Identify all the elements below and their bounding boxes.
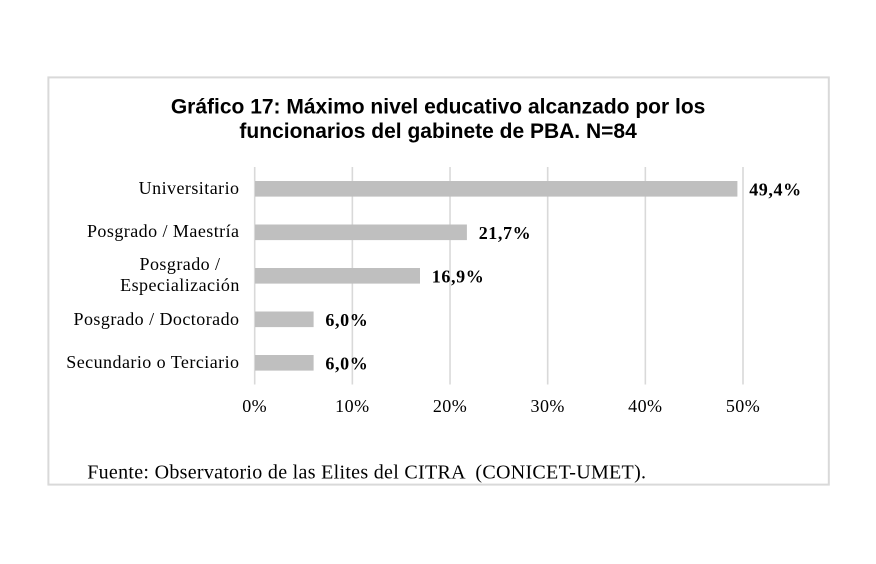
svg-text:Posgrado / Doctorado: Posgrado / Doctorado	[74, 309, 240, 329]
svg-text:Secundario o Terciario: Secundario o Terciario	[66, 352, 239, 372]
svg-text:6,0%: 6,0%	[325, 353, 368, 373]
svg-text:50%: 50%	[726, 396, 760, 416]
svg-text:Especialización: Especialización	[120, 275, 240, 295]
svg-text:10%: 10%	[335, 396, 369, 416]
svg-text:0%: 0%	[242, 396, 267, 416]
svg-text:Fuente: Observatorio de las El: Fuente: Observatorio de las Elites del C…	[87, 462, 646, 484]
svg-text:Posgrado /: Posgrado /	[140, 254, 221, 274]
svg-text:49,4%: 49,4%	[749, 179, 802, 199]
svg-text:30%: 30%	[531, 396, 565, 416]
svg-text:40%: 40%	[628, 396, 662, 416]
svg-text:funcionarios del gabinete de P: funcionarios del gabinete de PBA. N=84	[239, 120, 637, 143]
svg-text:20%: 20%	[433, 396, 467, 416]
svg-text:16,9%: 16,9%	[432, 266, 485, 286]
svg-text:6,0%: 6,0%	[325, 310, 368, 330]
svg-text:Gráfico 17: Máximo nivel educa: Gráfico 17: Máximo nivel educativo alcan…	[171, 95, 706, 118]
svg-text:Universitario: Universitario	[139, 178, 240, 198]
svg-text:21,7%: 21,7%	[479, 223, 532, 243]
svg-text:Posgrado / Maestría: Posgrado / Maestría	[87, 221, 240, 241]
